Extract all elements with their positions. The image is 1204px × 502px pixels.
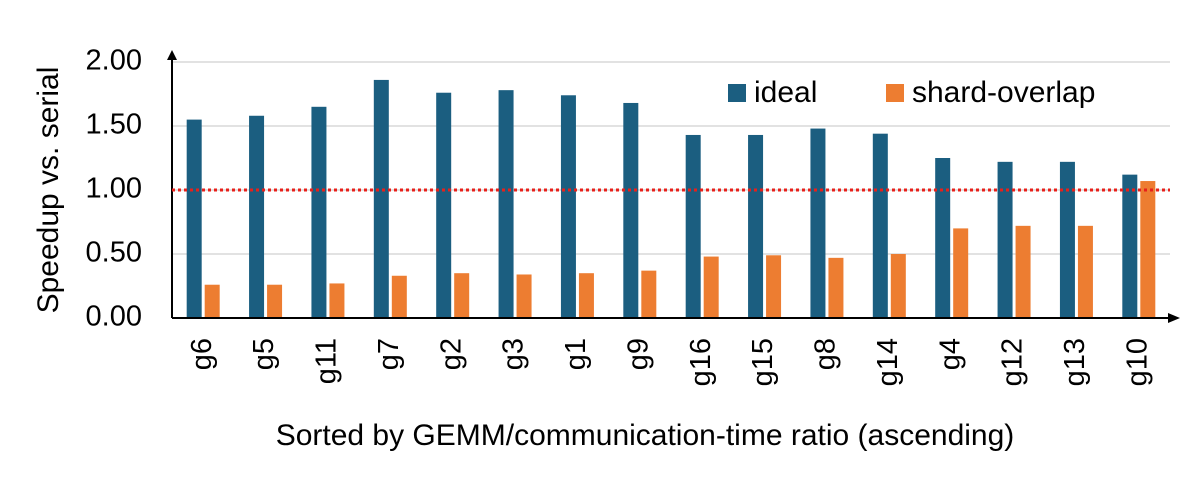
x-tick-label: g8 (810, 338, 842, 370)
x-axis-title: Sorted by GEMM/communication-time ratio … (276, 419, 1015, 452)
bar (249, 115, 265, 318)
x-tick-label: g1 (560, 338, 592, 370)
bar (953, 228, 969, 318)
y-tick-label: 1.00 (86, 173, 142, 205)
x-tick-label: g10 (1121, 338, 1153, 386)
x-tick-label: g12 (997, 338, 1029, 386)
x-tick-label: g13 (1059, 338, 1091, 386)
bar (872, 133, 888, 318)
bar (703, 256, 719, 318)
bar (1015, 225, 1031, 318)
bar (498, 90, 514, 318)
bar (436, 92, 452, 318)
bar (560, 95, 576, 318)
y-tick-label: 0.50 (86, 237, 142, 269)
bar (516, 274, 532, 318)
bar (311, 106, 327, 318)
x-tick-label: g9 (622, 338, 654, 370)
bar (373, 79, 389, 318)
bar (641, 270, 657, 318)
bar (1059, 161, 1075, 318)
bar (329, 283, 345, 318)
y-axis-title: Speedup vs. serial (32, 67, 65, 314)
x-tick-label: g14 (872, 338, 904, 386)
y-axis-arrow (167, 50, 177, 60)
legend-swatch (728, 84, 746, 102)
bar (828, 257, 844, 318)
x-tick-label: g11 (311, 338, 343, 384)
bar (204, 284, 220, 318)
y-tick-label: 0.00 (86, 301, 142, 333)
x-tick-label: g6 (186, 338, 218, 370)
x-axis-arrow (1168, 313, 1180, 323)
y-tick-label: 1.50 (86, 109, 142, 141)
bar (623, 102, 639, 319)
bar (810, 128, 826, 318)
bar (890, 254, 906, 318)
x-tick-label: g15 (747, 338, 779, 386)
bar (935, 158, 951, 318)
x-tick-label: g5 (248, 338, 280, 370)
bar (454, 273, 470, 318)
bar (1140, 181, 1156, 318)
y-tick-label: 2.00 (86, 45, 142, 77)
bar (997, 161, 1013, 318)
x-tick-label: g7 (373, 338, 405, 370)
x-tick-label: g2 (435, 338, 467, 370)
legend-label: shard-overlap (912, 76, 1095, 109)
bar (267, 284, 283, 318)
legend-swatch (886, 84, 904, 102)
x-tick-label: g4 (934, 338, 966, 370)
bar (766, 255, 782, 318)
bar (578, 273, 594, 318)
bar (186, 119, 202, 318)
bar (685, 134, 701, 318)
bar (1077, 225, 1093, 318)
bar (1122, 174, 1138, 318)
x-tick-label: g3 (498, 338, 530, 370)
bar (391, 275, 407, 318)
bar (748, 134, 764, 318)
x-tick-label: g16 (685, 338, 717, 386)
legend-label: ideal (754, 76, 817, 109)
